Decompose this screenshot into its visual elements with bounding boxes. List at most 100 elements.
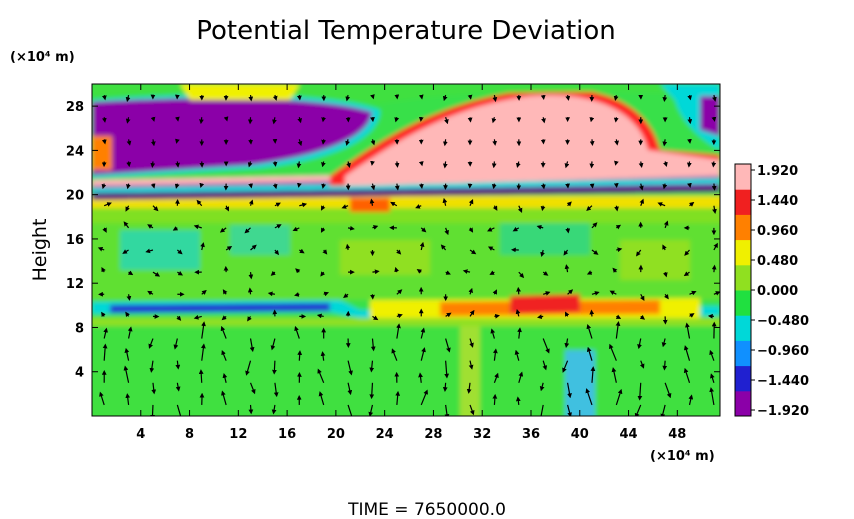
wind-arrow [589,117,595,123]
wind-arrow [613,94,619,101]
wind-arrow [640,293,645,302]
colorbar-swatch [735,164,751,190]
wind-arrow [515,308,521,317]
wind-arrow [416,269,422,274]
wind-arrow [223,116,229,122]
wind-arrow [444,117,449,125]
wind-arrow [299,202,308,208]
wind-arrow [444,360,450,379]
wind-arrow [663,220,669,229]
wind-arrow [372,269,380,275]
wind-arrow [174,183,180,189]
time-label: TIME = 7650000.0 [347,500,506,519]
wind-arrow [321,183,326,189]
wind-arrow [127,270,134,276]
wind-arrow [586,346,593,361]
wind-arrow [394,183,400,191]
x-tick-label: 16 [278,427,296,442]
x-tick-label: 48 [668,427,686,442]
wind-arrow [148,338,154,349]
wind-arrow [442,139,448,147]
wind-arrow [537,314,544,320]
y-tick-label: 16 [66,233,84,248]
wind-arrow [514,349,520,361]
wind-arrow [542,360,548,371]
colorbar-swatch [735,340,751,367]
wind-arrow [445,312,452,318]
wind-arrow [688,394,694,406]
wind-arrow [639,183,644,191]
x-tick-label: 40 [571,427,589,442]
wind-arrow [292,226,300,232]
wind-arrow [468,198,474,206]
wind-arrow [445,338,451,353]
wind-arrow [660,404,666,416]
wind-arrow [175,382,181,392]
wind-arrow [492,348,498,361]
wind-arrow [713,242,718,251]
wind-arrow [420,347,426,361]
chart-title: Potential Temperature Deviation [196,16,616,46]
wind-arrow [221,349,227,361]
wind-arrow [683,345,691,361]
wind-arrow [517,327,522,339]
wind-arrow [297,350,303,361]
wind-arrow [664,382,672,399]
wind-arrow [219,227,227,233]
wind-arrow [200,343,206,361]
wind-arrow [564,161,570,169]
wind-arrow [420,327,426,339]
wind-arrow [248,94,254,102]
colorbar-tick-label: −0.480 [757,314,809,329]
wind-arrow [247,161,253,168]
wind-arrow [147,224,154,229]
wind-arrow [512,226,520,232]
wind-arrow [267,291,276,297]
wind-arrow [270,270,276,276]
heatmap-field [92,84,720,416]
wind-arrow [394,266,399,273]
wind-arrow [200,242,205,251]
wind-arrow [176,315,182,321]
wind-arrow [586,270,593,275]
wind-arrow [663,161,668,168]
wind-arrow [540,404,544,416]
wind-arrow [468,227,474,233]
wind-arrow [445,270,451,275]
wind-arrow [372,315,379,321]
wind-arrow [396,313,403,319]
colorbar-swatch [735,264,751,291]
wind-arrow [420,389,428,406]
wind-arrow [274,224,282,229]
wind-arrow [491,183,497,190]
wind-arrow [347,225,355,231]
wind-arrow [687,117,693,125]
wind-arrow [370,94,375,100]
wind-arrow [320,271,326,277]
wind-arrow [103,202,112,207]
colorbar-swatch [735,315,751,341]
wind-arrow [566,382,572,399]
wind-arrow [149,360,155,373]
wind-arrow [492,393,498,405]
x-axis: 4 8 12 16 20 24 28 32 36 40 44 48 [136,84,686,442]
wind-arrow [123,221,130,229]
wind-arrow [711,264,717,273]
wind-arrow [518,271,525,279]
wind-arrow [298,248,305,254]
wind-arrow [97,247,105,252]
wind-arrow [566,404,572,416]
wind-arrow [220,325,227,339]
wind-arrow [145,248,154,254]
wind-arrow [494,313,500,319]
wind-arrow [193,224,202,230]
wind-arrow [662,139,668,147]
wind-arrow [172,226,179,231]
wind-arrow [609,290,617,296]
wind-arrow [662,244,667,251]
wind-arrow [175,161,180,168]
wind-arrow [469,338,474,348]
wind-arrow [565,227,571,234]
wind-arrow [318,391,325,406]
wind-arrow [709,349,715,361]
